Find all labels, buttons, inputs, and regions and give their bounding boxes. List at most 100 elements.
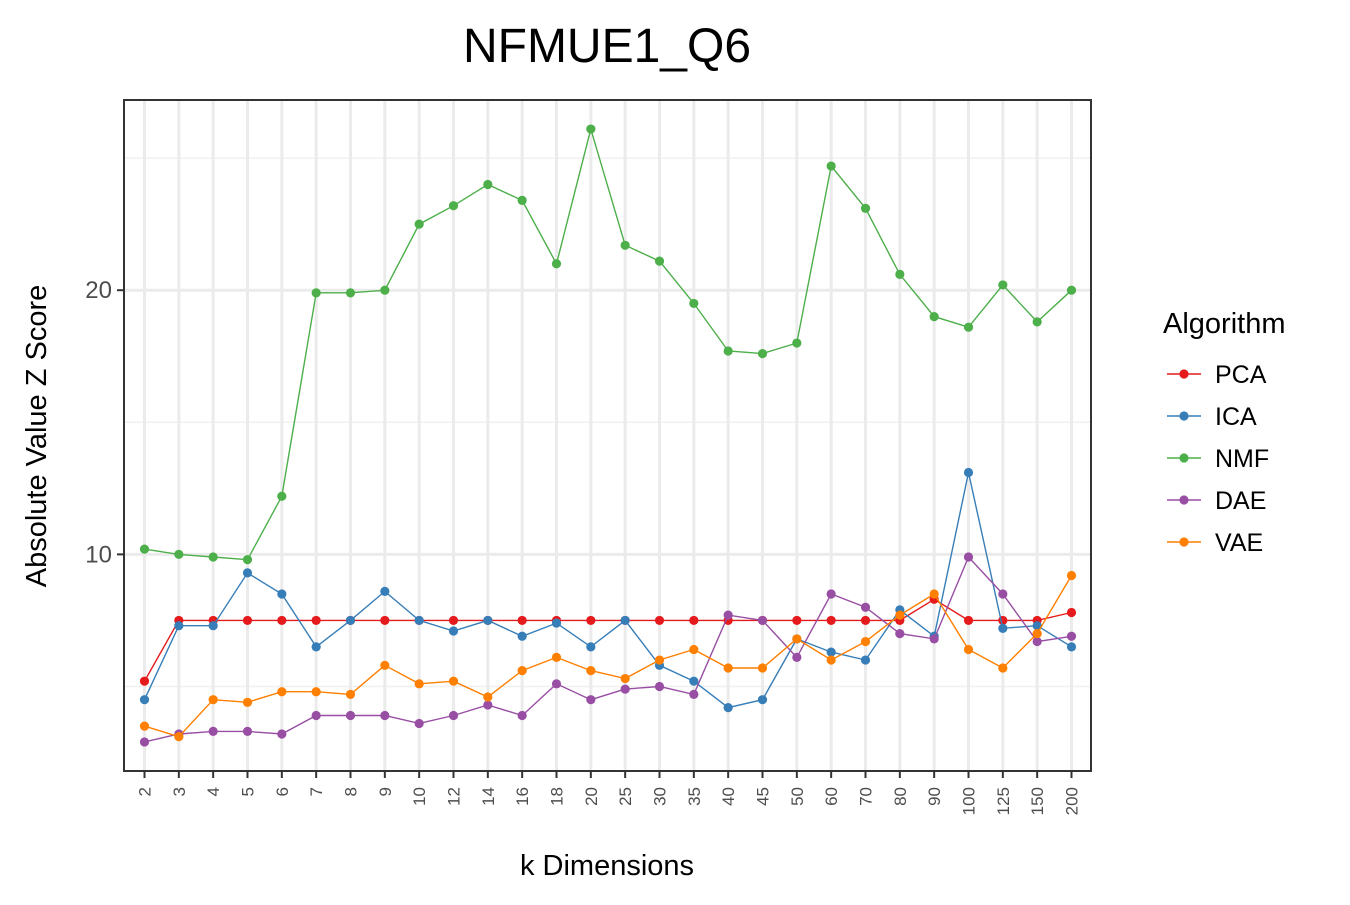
- x-axis-title: k Dimensions: [520, 850, 694, 882]
- data-point-nmf: [551, 259, 562, 269]
- data-point-pca: [826, 615, 836, 626]
- series-line-nmf: [144, 126, 1072, 561]
- data-point-nmf: [345, 288, 356, 298]
- data-point-nmf: [380, 285, 390, 295]
- data-point-dae: [757, 615, 768, 626]
- data-point-vae: [860, 636, 871, 647]
- x-tick-label: 50: [788, 787, 807, 806]
- data-point-pca: [448, 615, 459, 626]
- series-line-vae: [144, 575, 1073, 738]
- x-tick-label: 8: [342, 787, 361, 796]
- x-tick-label: 100: [960, 787, 979, 815]
- legend-label-vae: VAE: [1215, 529, 1263, 557]
- data-point-vae: [380, 660, 390, 670]
- data-point-vae: [723, 663, 733, 673]
- data-point-nmf: [174, 549, 184, 559]
- data-point-ica: [1032, 621, 1042, 631]
- data-point-vae: [1032, 629, 1042, 639]
- data-point-nmf: [517, 195, 527, 205]
- data-point-dae: [551, 679, 562, 689]
- data-point-vae: [414, 679, 424, 689]
- data-point-vae: [517, 666, 527, 676]
- x-tick-label: 6: [273, 787, 292, 796]
- data-point-nmf: [1066, 285, 1077, 295]
- x-tick-label: 2: [136, 787, 155, 796]
- data-point-dae: [1032, 636, 1042, 647]
- series-line-ica: [143, 472, 1072, 709]
- data-point-dae: [860, 602, 871, 612]
- data-point-ica: [757, 695, 768, 705]
- plot-panel-border: [123, 99, 1092, 772]
- y-tick-label: 10: [85, 541, 112, 568]
- data-point-ica: [723, 702, 733, 713]
- data-point-pca: [380, 615, 390, 626]
- data-point-ica: [208, 621, 218, 631]
- data-point-nmf: [654, 256, 665, 266]
- data-point-dae: [448, 710, 459, 721]
- data-point-vae: [139, 721, 150, 731]
- data-point-ica: [551, 618, 562, 628]
- data-point-vae: [345, 689, 356, 699]
- data-point-nmf: [242, 555, 253, 565]
- data-point-vae: [654, 655, 665, 665]
- data-point-vae: [551, 652, 562, 663]
- data-point-ica: [380, 586, 390, 596]
- data-point-vae: [242, 697, 253, 707]
- data-point-nmf: [826, 161, 836, 171]
- data-point-vae: [483, 692, 493, 702]
- data-point-dae: [345, 710, 356, 721]
- legend-label-ica: ICA: [1215, 403, 1257, 431]
- x-tick-label: 18: [548, 787, 567, 806]
- x-tick-label: 40: [719, 787, 738, 806]
- data-point-nmf: [998, 280, 1008, 290]
- x-tick-label: 200: [1063, 787, 1082, 815]
- data-point-nmf: [895, 269, 905, 279]
- data-point-vae: [620, 673, 630, 684]
- x-tick-label: 70: [857, 787, 876, 806]
- x-tick-label: 35: [685, 787, 704, 806]
- x-tick-label: 9: [376, 787, 395, 796]
- data-point-dae: [139, 737, 150, 747]
- data-point-ica: [242, 568, 253, 578]
- data-point-dae: [620, 684, 630, 694]
- x-tick-label: 10: [410, 787, 429, 806]
- data-point-ica: [174, 621, 184, 631]
- data-point-vae: [208, 695, 218, 705]
- data-point-ica: [998, 623, 1008, 633]
- x-tick-label: 7: [307, 787, 326, 796]
- x-tick-label: 3: [170, 787, 189, 796]
- data-point-ica: [963, 467, 974, 478]
- data-point-pca: [277, 615, 287, 626]
- x-tick-label: 45: [754, 787, 773, 806]
- data-point-nmf: [139, 544, 150, 554]
- data-point-ica: [277, 589, 287, 599]
- data-point-pca: [517, 615, 527, 626]
- data-point-nmf: [483, 179, 493, 190]
- y-tick-label: 20: [85, 277, 112, 304]
- data-point-nmf: [757, 349, 768, 359]
- data-point-pca: [654, 615, 665, 626]
- data-point-ica: [345, 615, 356, 626]
- data-point-pca: [311, 615, 321, 626]
- data-point-ica: [139, 695, 150, 705]
- x-tick-label: 20: [582, 787, 601, 806]
- x-tick-label: 80: [891, 787, 910, 806]
- data-point-nmf: [723, 346, 733, 356]
- data-point-nmf: [929, 312, 939, 322]
- x-tick-label: 16: [513, 787, 532, 806]
- data-point-ica: [586, 642, 596, 652]
- data-point-vae: [311, 687, 321, 697]
- x-tick-label: 30: [651, 787, 670, 806]
- data-point-dae: [895, 629, 905, 639]
- data-point-ica: [826, 647, 836, 657]
- data-point-vae: [792, 634, 802, 644]
- data-point-ica: [483, 615, 493, 626]
- data-point-nmf: [1032, 317, 1042, 327]
- data-point-nmf: [311, 288, 321, 298]
- data-point-nmf: [963, 322, 974, 332]
- data-point-pca: [792, 615, 802, 626]
- x-tick-label: 125: [994, 787, 1013, 815]
- data-point-nmf: [792, 338, 802, 348]
